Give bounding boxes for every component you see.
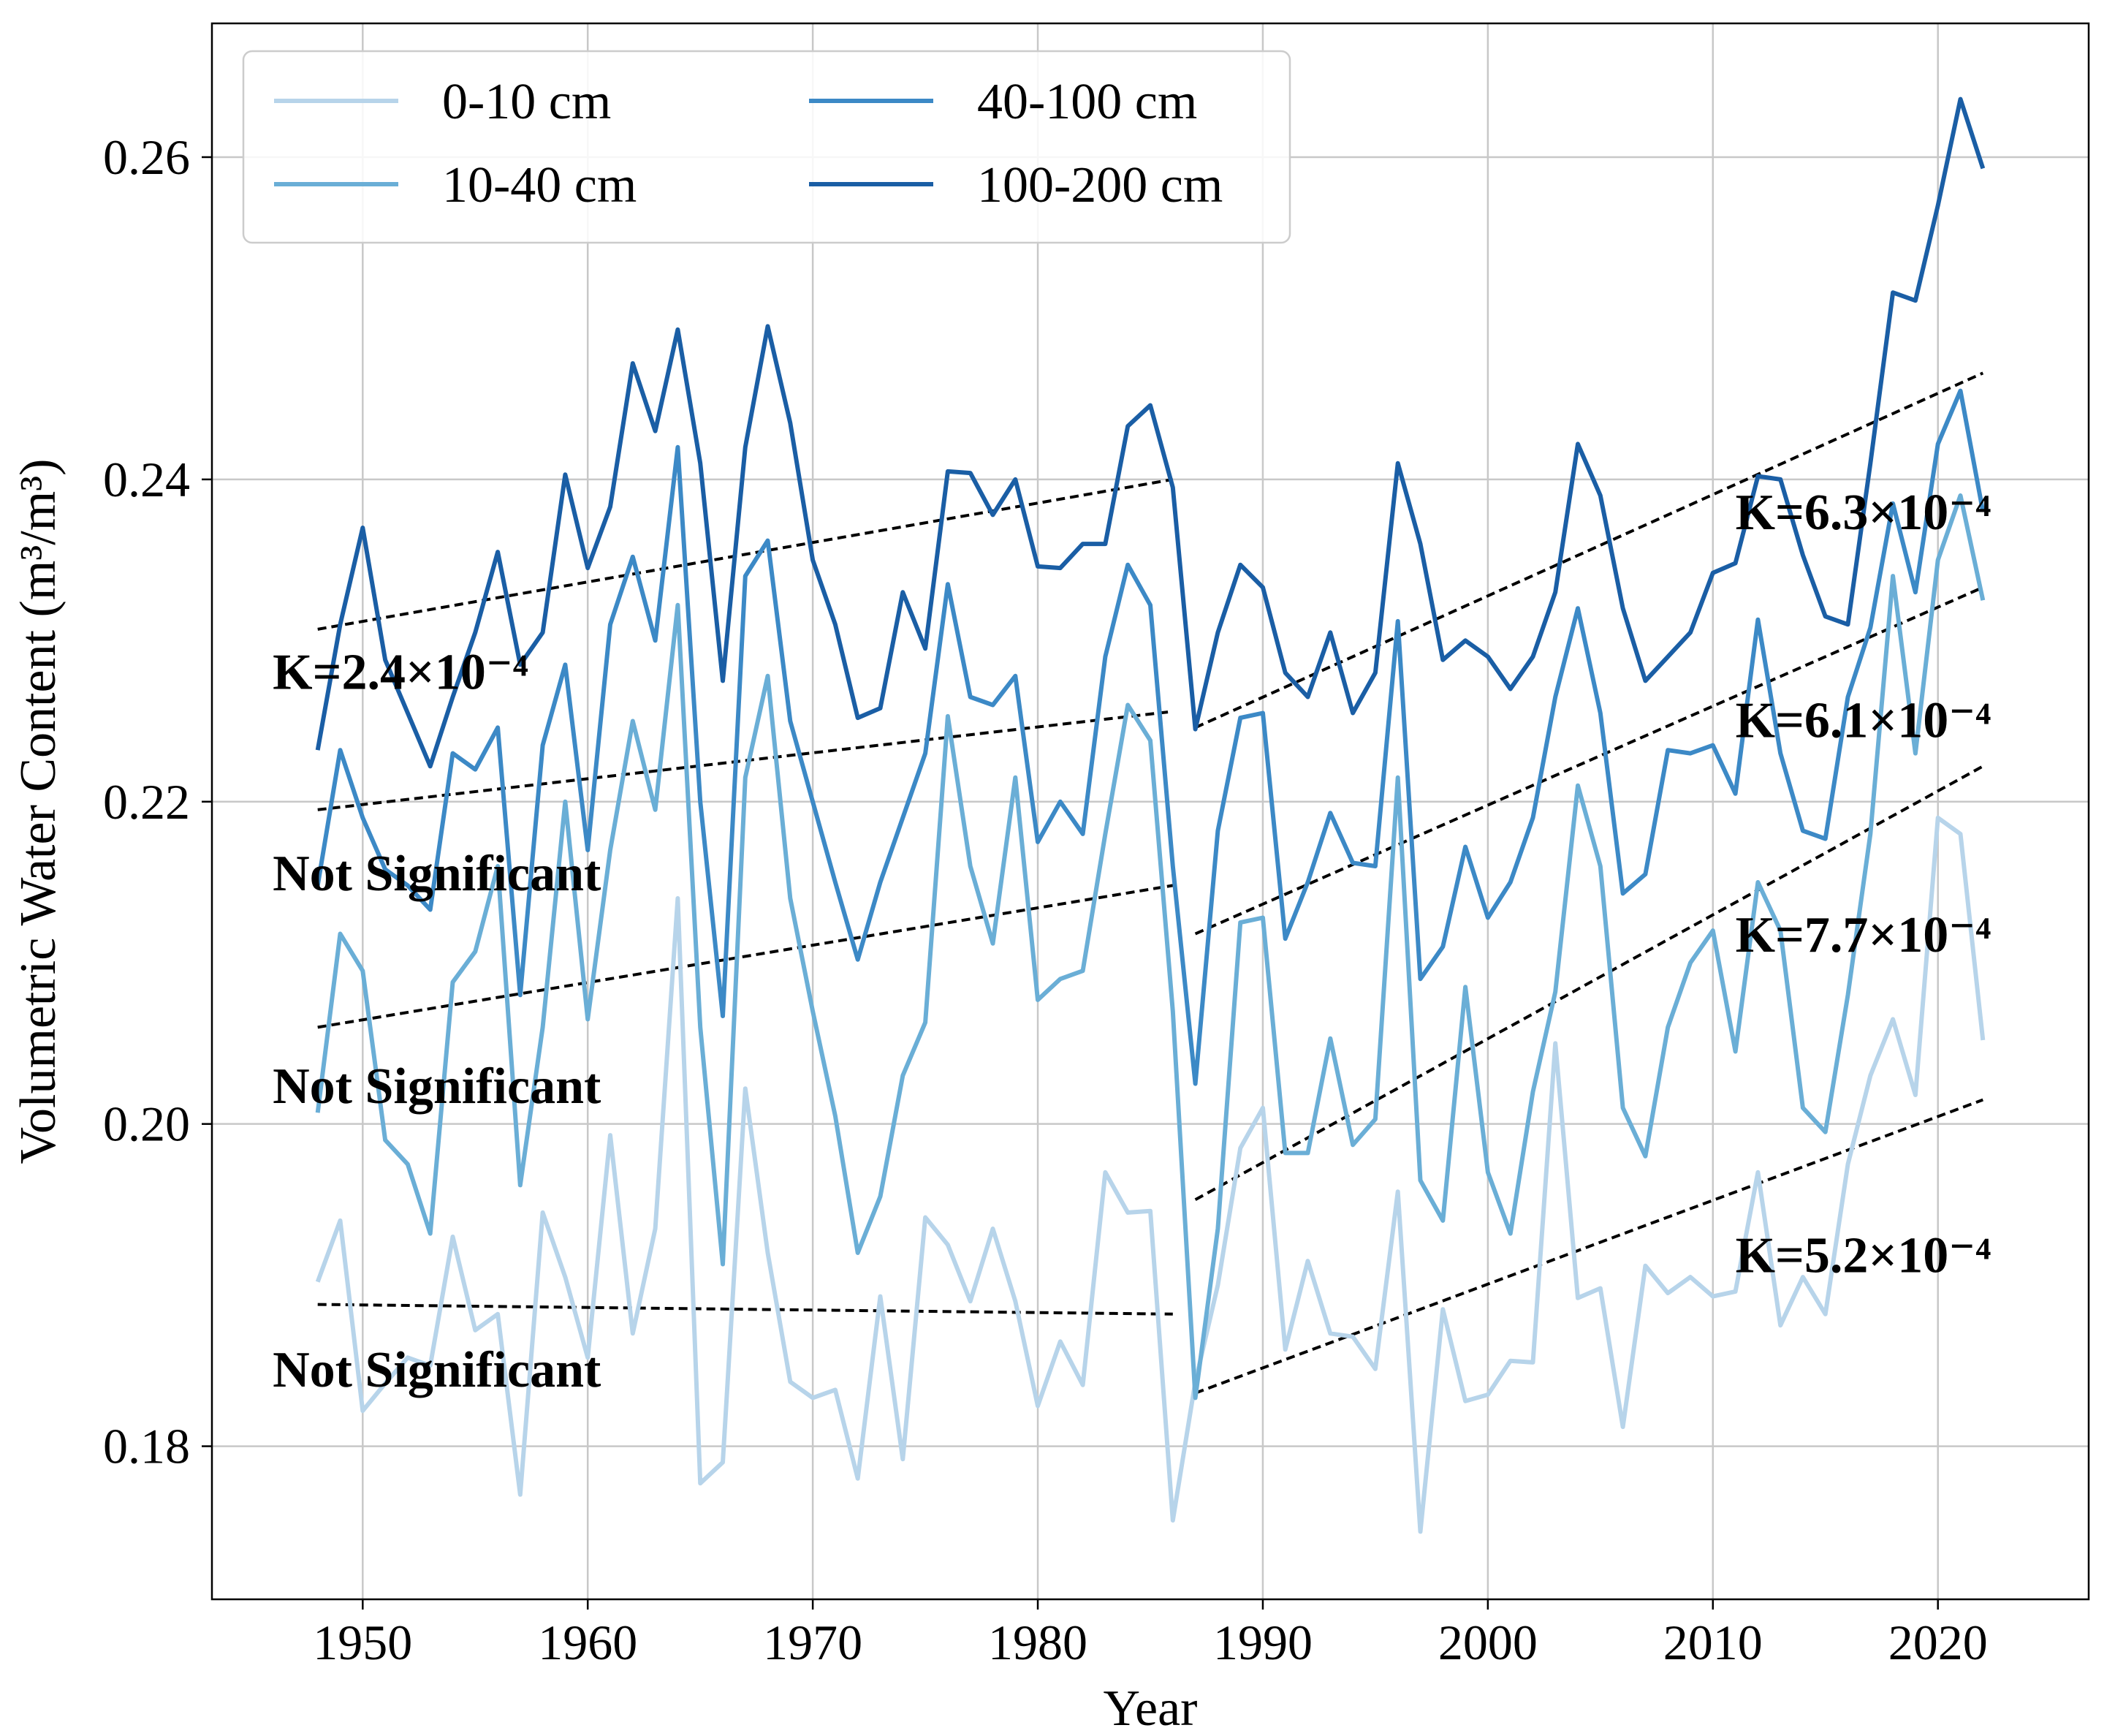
axis-ticks: 1950 1960 1970 1980 1990 2000 2010 2020 0.18 0.20… [103, 129, 1988, 1670]
annotation-3: Not Significant [273, 1342, 601, 1398]
x-tick-label-4: 1990 [1213, 1615, 1313, 1670]
series-line-40-100-cm [315, 388, 1986, 1086]
annotation-4: K=6.3×10⁻⁴ [1736, 485, 1991, 541]
x-axis-label: Year [1104, 1680, 1198, 1736]
legend-label-2: 40-100 cm [977, 74, 1197, 130]
annotations: K=2.4×10⁻⁴ Not Significant Not Significant… [273, 485, 1991, 1398]
y-axis-label: Volumetric Water Content (m³/m³) [10, 459, 67, 1164]
x-tick-label-5: 2000 [1438, 1615, 1538, 1670]
plot-frame [210, 22, 2090, 1601]
trend-line-6 [1194, 585, 1984, 936]
trend-lines [317, 371, 1984, 1395]
series-lines [315, 96, 1986, 1534]
x-tick-label-7: 2020 [1888, 1615, 1988, 1670]
y-tick-label-2: 0.22 [103, 774, 190, 830]
series-line-0-10-cm [315, 815, 1986, 1534]
y-tick-label-1: 0.20 [103, 1096, 190, 1152]
x-tick-label-1: 1960 [538, 1615, 637, 1670]
x-tick-label-2: 1970 [763, 1615, 862, 1670]
legend-label-0: 0-10 cm [442, 74, 611, 130]
x-tick-label-0: 1950 [313, 1615, 412, 1670]
legend-label-1: 10-40 cm [442, 157, 637, 213]
y-tick-label-0: 0.18 [103, 1419, 190, 1474]
legend: 0-10 cm 10-40 cm 40-100 cm 100-200 cm [242, 50, 1291, 244]
trend-line-5 [1194, 765, 1984, 1202]
trend-line-2 [317, 710, 1174, 811]
annotation-7: K=5.2×10⁻⁴ [1736, 1227, 1991, 1284]
trend-line-7 [1194, 371, 1984, 729]
annotation-5: K=6.1×10⁻⁴ [1736, 693, 1991, 749]
annotation-2: Not Significant [273, 1058, 601, 1115]
x-tick-label-6: 2010 [1663, 1615, 1763, 1670]
legend-label-3: 100-200 cm [977, 157, 1223, 213]
annotation-0: K=2.4×10⁻⁴ [273, 644, 528, 700]
trend-line-0 [317, 1303, 1173, 1316]
series-line-100-200-cm [315, 96, 1986, 769]
y-tick-label-4: 0.26 [103, 129, 190, 185]
trend-line-1 [317, 884, 1174, 1029]
series-line-10-40-cm [315, 493, 1986, 1400]
x-tick-label-3: 1980 [988, 1615, 1087, 1670]
annotation-6: K=7.7×10⁻⁴ [1736, 907, 1991, 963]
y-tick-label-3: 0.24 [103, 452, 190, 507]
legend-box [242, 50, 1291, 244]
annotation-1: Not Significant [273, 846, 601, 902]
trend-line-3 [317, 477, 1174, 631]
